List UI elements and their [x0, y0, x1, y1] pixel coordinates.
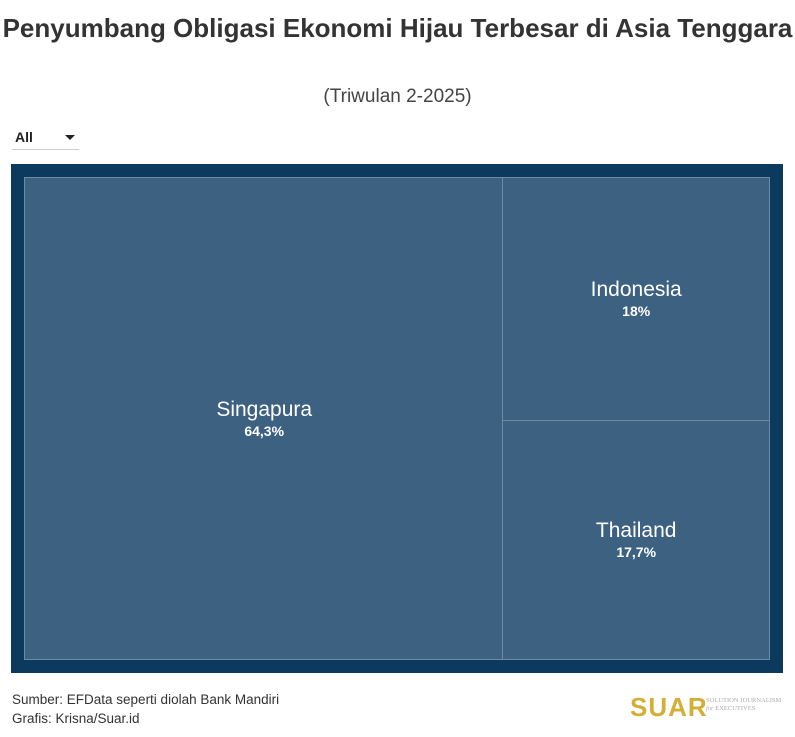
tile-label: Singapura	[216, 397, 313, 421]
footer: Sumber: EFData seperti diolah Bank Mandi…	[12, 690, 279, 728]
tile-value: 64,3%	[244, 422, 285, 439]
tile-label: Thailand	[595, 518, 677, 542]
source-note: Sumber: EFData seperti diolah Bank Mandi…	[12, 692, 280, 707]
tile-singapura[interactable]: Singapura 64,3%	[23, 177, 505, 660]
chart-subtitle: (Triwulan 2-2025)	[323, 86, 472, 107]
tile-value: 17,7%	[616, 543, 657, 560]
treemap: Singapura 64,3% Indonesia 18% Thailand 17,7%	[11, 164, 783, 673]
credit-note: Grafis: Krisna/Suar.id	[12, 711, 140, 726]
suar-logo: SUAR	[630, 692, 708, 722]
tile-value: 18%	[622, 303, 651, 320]
chart-title: Penyumbang Obligasi Ekonomi Hijau Terbes…	[2, 13, 793, 43]
tile-thailand[interactable]: Thailand 17,7%	[502, 419, 770, 660]
filter-value: All	[15, 129, 33, 145]
caret-down-icon	[65, 135, 75, 140]
logo-tagline: SOLUTION JOURNALISM for EXECUTIVES	[706, 697, 782, 712]
filter-dropdown[interactable]: All	[12, 126, 79, 150]
tile-label: Indonesia	[590, 278, 682, 302]
tile-indonesia[interactable]: Indonesia 18%	[502, 177, 770, 422]
